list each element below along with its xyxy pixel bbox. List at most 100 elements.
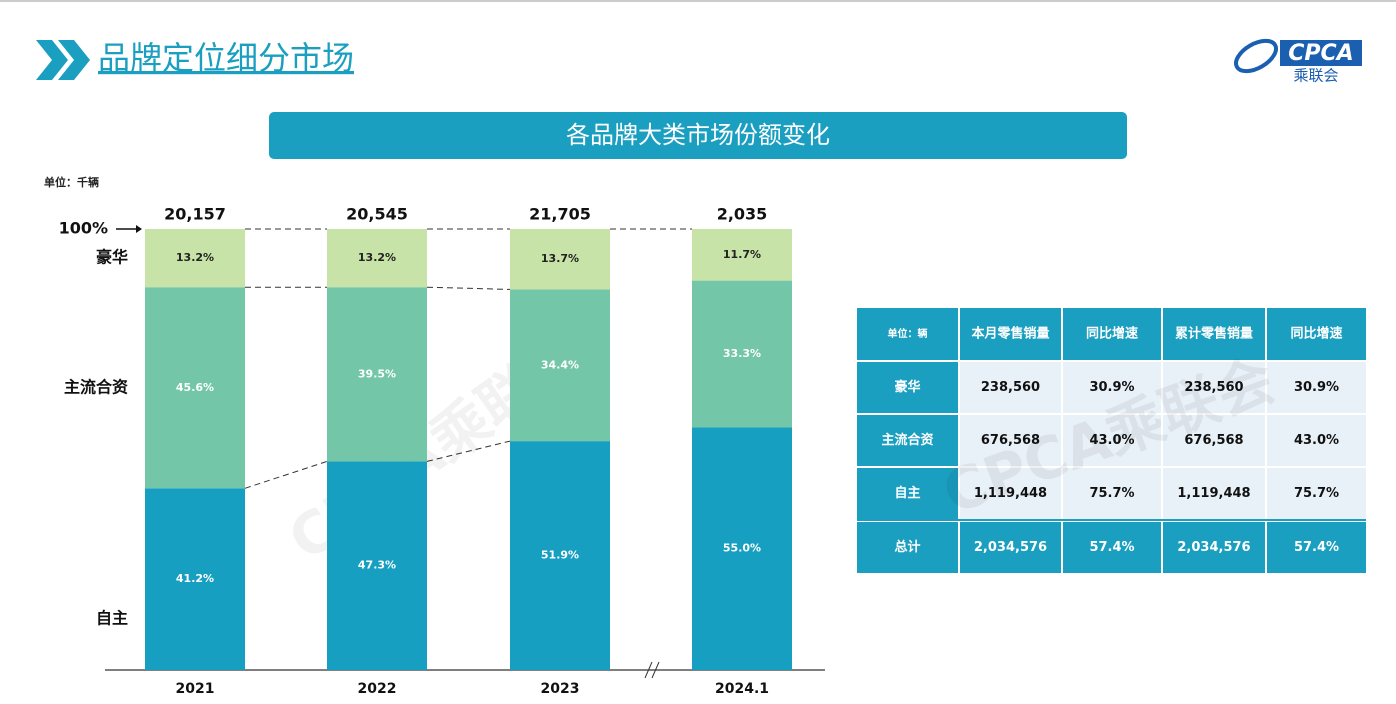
table-text: 同比增速 <box>1086 326 1138 342</box>
table-cell <box>1063 415 1161 466</box>
table-cell <box>857 362 958 413</box>
value-label: 47.3% <box>358 559 396 572</box>
table-cell <box>857 522 958 573</box>
bar-segment <box>692 427 792 670</box>
table-cell <box>1063 308 1161 360</box>
bar-segment <box>145 488 245 670</box>
value-label: 51.9% <box>541 549 579 562</box>
table-text: 75.7% <box>1294 486 1339 501</box>
x-tick-label: 2023 <box>541 681 580 697</box>
unit-label: 单位：千辆 <box>44 175 99 189</box>
chart-title-banner <box>269 112 1127 159</box>
table-text: 676,568 <box>1184 433 1243 448</box>
table-text: 豪华 <box>894 379 920 395</box>
connector <box>426 286 511 290</box>
table-cell <box>1163 522 1265 573</box>
bar-segment <box>145 287 245 489</box>
table-cell <box>1267 468 1366 519</box>
x-tick-label: 2021 <box>176 681 215 697</box>
table-text: 单位：辆 <box>888 327 928 340</box>
chevron <box>58 40 90 80</box>
bar-segment <box>327 229 427 288</box>
table-cell <box>960 362 1061 413</box>
table-text: 累计零售销量 <box>1175 326 1253 342</box>
table-text: 1,119,448 <box>974 486 1047 501</box>
connector <box>244 460 328 489</box>
table-text: 主流合资 <box>881 432 933 448</box>
table-cell <box>960 415 1061 466</box>
x-tick-label: 2022 <box>358 681 397 697</box>
value-label: 11.7% <box>723 248 761 261</box>
table-text: 30.9% <box>1294 380 1339 395</box>
bar-segment <box>510 229 610 290</box>
x-tick-label: 2024.1 <box>715 681 769 697</box>
page-title: 品牌定位细分市场 <box>98 39 354 77</box>
table-cell <box>1063 468 1161 519</box>
bar-segment <box>692 229 792 281</box>
logo-mark <box>1234 38 1278 74</box>
table-cell <box>857 468 958 519</box>
table-text: 总计 <box>894 539 920 555</box>
total-label: 2,035 <box>717 205 768 224</box>
value-label: 39.5% <box>358 367 396 380</box>
table-cell <box>1267 415 1366 466</box>
table-text: 238,560 <box>981 380 1040 395</box>
axis-break <box>651 661 660 679</box>
bar-segment <box>510 289 610 442</box>
table-text: 30.9% <box>1089 380 1134 395</box>
chart: 100% 41.2% 45.6% 13.2% 2021 20,157 47.3% 39.5% 1… <box>59 205 825 697</box>
table-cell <box>960 522 1061 573</box>
series-label: 主流合资 <box>64 377 128 396</box>
value-label: 41.2% <box>176 572 214 585</box>
value-label: 13.2% <box>358 251 396 264</box>
table-cell <box>1267 522 1366 573</box>
table-text: 自主 <box>894 485 920 501</box>
y-tick-label: 100% <box>59 219 108 238</box>
bar-segment <box>327 461 427 670</box>
total-label: 20,545 <box>346 205 408 224</box>
logo-text: CPCA <box>1288 41 1353 66</box>
total-label: 21,705 <box>529 205 591 224</box>
table-cell <box>1163 468 1265 519</box>
logo-box <box>1280 40 1362 66</box>
table-text: 238,560 <box>1184 380 1243 395</box>
table-text: 57.4% <box>1089 540 1134 555</box>
table-cell <box>960 308 1061 360</box>
tick-arrowhead <box>136 225 142 233</box>
value-label: 13.7% <box>541 252 579 265</box>
value-label: 45.6% <box>176 381 214 394</box>
series-label: 豪华 <box>96 248 128 267</box>
logo-sub: 乘联会 <box>1293 67 1338 85</box>
table-text: 57.4% <box>1294 540 1339 555</box>
value-label: 13.2% <box>176 251 214 264</box>
table-cell <box>1267 362 1366 413</box>
table-text: 2,034,576 <box>1177 540 1250 555</box>
table-cell <box>1163 362 1265 413</box>
table-text: 43.0% <box>1089 433 1134 448</box>
value-label: 55.0% <box>723 542 761 555</box>
table-text: 75.7% <box>1089 486 1134 501</box>
bar-segment <box>510 441 610 670</box>
table-cell <box>857 415 958 466</box>
table-text: 本月零售销量 <box>971 326 1049 342</box>
table-cell <box>1063 362 1161 413</box>
connector <box>426 440 511 462</box>
series-label: 自主 <box>96 609 128 628</box>
table-text: 同比增速 <box>1290 326 1342 342</box>
chart-title: 各品牌大类市场份额变化 <box>566 121 830 149</box>
table-text: 676,568 <box>981 433 1040 448</box>
table-text: 43.0% <box>1294 433 1339 448</box>
axis-break <box>644 661 653 679</box>
chevron <box>36 40 68 80</box>
table-text: 1,119,448 <box>1177 486 1250 501</box>
total-label: 20,157 <box>164 205 226 224</box>
table-cell <box>1163 415 1265 466</box>
table-cell <box>1267 308 1366 360</box>
table-cell <box>1063 522 1161 573</box>
table-cell <box>960 468 1061 519</box>
table-cell <box>1163 308 1265 360</box>
bar-segment <box>327 287 427 462</box>
bar-segment <box>145 229 245 288</box>
